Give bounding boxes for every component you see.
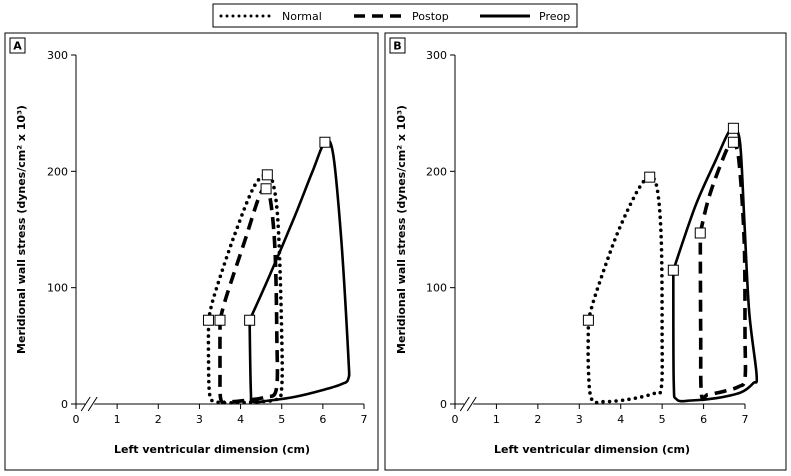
x-tick-label: 6 (700, 413, 707, 426)
x-tick-label: 3 (576, 413, 583, 426)
panel-letter-box (389, 37, 406, 54)
panel-a: A 0 1 2 3 4 5 6 7 0 100 200 300 Left ventricular dime… (4, 32, 379, 471)
panel-letter: B (393, 40, 401, 53)
panel-b: B 0 1 2 3 4 5 6 7 0 100 200 300 Left ventricular dime… (384, 32, 787, 471)
x-tick-label: 6 (319, 413, 326, 426)
y-axis-label: Meridional wall stress (dynes/cm² x 10³) (15, 105, 28, 354)
data-marker-preop (727, 122, 739, 134)
x-tick-label: 7 (742, 413, 749, 426)
series-line-postop (698, 139, 748, 402)
x-axis-label: Left ventricular dimension (cm) (494, 443, 690, 456)
x-tick-label: 1 (493, 413, 500, 426)
data-marker-normal (644, 171, 656, 183)
legend: Normal Postop Preop (212, 3, 578, 28)
axis-break-mark (466, 396, 477, 412)
panel-letter: A (13, 40, 22, 53)
y-tick-label: 100 (47, 282, 68, 295)
x-tick-label: 0 (452, 413, 459, 426)
x-tick-label: 4 (617, 413, 624, 426)
x-tick-label: 5 (659, 413, 666, 426)
data-marker-postop (694, 227, 706, 239)
data-marker-normal (582, 314, 594, 326)
data-marker-preop (319, 136, 331, 148)
data-marker-preop (244, 314, 256, 326)
x-axis-label: Left ventricular dimension (cm) (114, 443, 310, 456)
series-line-preop (672, 126, 759, 403)
series-line-postop (218, 186, 280, 405)
series-line-normal (586, 175, 665, 405)
axis-break-mark (80, 396, 91, 412)
panel-frame (4, 32, 379, 471)
data-marker-postop (260, 183, 272, 195)
x-tick-label: 1 (114, 413, 121, 426)
x-tick-label: 4 (237, 413, 244, 426)
y-tick-label: 0 (61, 398, 68, 411)
data-marker-normal (202, 314, 214, 326)
y-tick-label: 0 (440, 398, 447, 411)
y-tick-label: 300 (47, 49, 68, 62)
axis-break-mark (87, 396, 98, 412)
data-marker-postop (727, 136, 739, 148)
panel-letter-box (9, 37, 26, 54)
x-tick-label: 3 (196, 413, 203, 426)
axis-break-mark (459, 396, 470, 412)
y-tick-label: 200 (426, 165, 447, 178)
data-marker-postop (214, 314, 226, 326)
x-tick-label: 5 (278, 413, 285, 426)
y-axis-label: Meridional wall stress (dynes/cm² x 10³) (395, 105, 408, 354)
x-tick-label: 2 (155, 413, 162, 426)
data-marker-normal (261, 169, 273, 181)
legend-label-normal: Normal (282, 10, 322, 23)
data-marker-preop (667, 264, 679, 276)
y-tick-label: 300 (426, 49, 447, 62)
legend-label-preop: Preop (539, 10, 570, 23)
x-tick-label: 7 (361, 413, 368, 426)
y-tick-label: 200 (47, 165, 68, 178)
series-line-normal (206, 172, 285, 405)
x-tick-label: 0 (73, 413, 80, 426)
panel-frame (384, 32, 787, 471)
y-tick-label: 100 (426, 282, 447, 295)
series-line-preop (248, 139, 351, 404)
x-tick-label: 2 (534, 413, 541, 426)
legend-label-postop: Postop (412, 10, 449, 23)
